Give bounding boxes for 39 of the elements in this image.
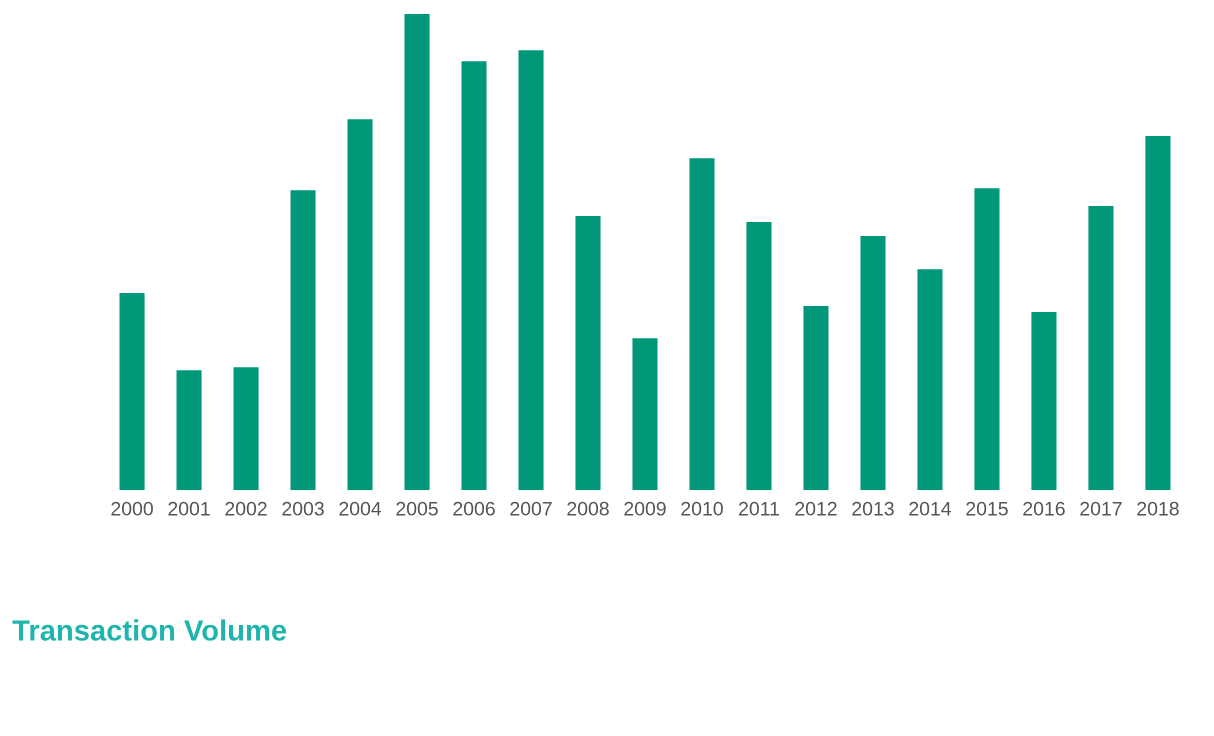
bar [1145,135,1171,491]
bar [917,269,943,491]
bar [119,293,145,491]
x-tick-label: 2009 [624,501,666,516]
x-tick-label: 2002 [225,501,267,516]
bar [176,370,202,491]
x-tick-label: 2001 [168,501,210,516]
bar [1031,312,1057,491]
bar [974,188,1000,491]
bar [632,338,658,491]
bar [860,235,886,491]
x-tick-label: 2004 [339,501,382,516]
x-tick-label: 2010 [681,501,723,516]
bar [233,367,259,491]
x-tick-label: 2011 [739,501,779,516]
x-tick-label: 2003 [282,501,324,516]
bar [347,119,373,491]
bar [575,215,601,491]
x-tick-label: 2018 [1137,501,1179,516]
x-tick-label: 2007 [510,501,552,516]
x-tick-label: 2012 [795,501,837,516]
x-tick-label: 2008 [567,501,609,516]
bar [404,13,430,491]
bar [746,222,772,491]
bar [461,61,487,491]
x-tick-label: 2017 [1080,501,1122,516]
x-tick-label: 2006 [453,501,495,516]
text: Transaction Volume [12,619,287,641]
bar [689,158,715,491]
x-tick-label: 2016 [1023,501,1065,516]
bar [1088,205,1114,491]
bar [290,190,316,491]
bar [518,50,544,491]
x-tick-label: 2000 [111,501,153,516]
x-tick-label: 2015 [966,501,1008,516]
bar [803,305,829,491]
x-tick-label: 2013 [852,501,894,516]
x-tick-label: 2014 [909,501,952,516]
x-tick-label: 2005 [396,501,438,516]
